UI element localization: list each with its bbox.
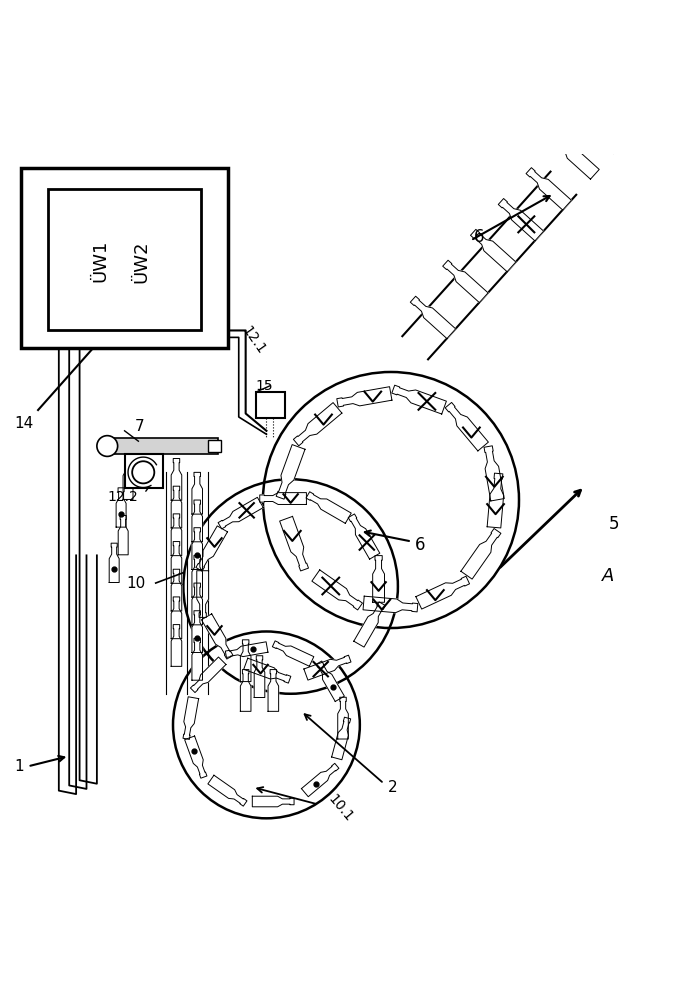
Polygon shape	[526, 168, 572, 210]
Text: 6: 6	[415, 536, 426, 554]
Polygon shape	[171, 486, 182, 528]
Bar	[256, 392, 285, 418]
Polygon shape	[192, 472, 203, 514]
Text: 10.1: 10.1	[325, 792, 356, 824]
Polygon shape	[192, 638, 203, 680]
Polygon shape	[354, 602, 385, 647]
Bar	[107, 438, 218, 454]
Polygon shape	[116, 488, 126, 527]
Circle shape	[132, 461, 154, 483]
Polygon shape	[280, 516, 309, 571]
Text: 7: 7	[135, 419, 145, 434]
Polygon shape	[253, 796, 294, 807]
Polygon shape	[410, 296, 456, 339]
Text: 12.1: 12.1	[239, 324, 268, 358]
Text: A: A	[602, 567, 614, 585]
Polygon shape	[392, 385, 446, 414]
Polygon shape	[118, 516, 128, 555]
Text: 2: 2	[388, 780, 397, 795]
Polygon shape	[293, 403, 342, 446]
Bar	[125, 454, 163, 488]
Polygon shape	[577, 111, 622, 153]
Polygon shape	[244, 658, 291, 683]
Text: 6: 6	[474, 228, 484, 246]
Polygon shape	[171, 569, 182, 611]
Polygon shape	[316, 661, 345, 701]
Polygon shape	[208, 775, 247, 806]
Polygon shape	[240, 640, 251, 682]
Polygon shape	[443, 260, 488, 303]
Polygon shape	[273, 641, 314, 666]
Polygon shape	[192, 583, 203, 625]
Polygon shape	[192, 528, 203, 569]
Polygon shape	[445, 402, 489, 451]
Text: 1: 1	[14, 759, 24, 774]
Polygon shape	[226, 642, 268, 657]
Polygon shape	[254, 656, 265, 697]
Polygon shape	[331, 717, 351, 760]
Polygon shape	[487, 473, 504, 528]
Polygon shape	[171, 625, 182, 666]
Polygon shape	[192, 555, 203, 597]
Polygon shape	[554, 137, 599, 179]
Polygon shape	[498, 199, 544, 241]
Polygon shape	[348, 514, 380, 559]
Polygon shape	[304, 655, 351, 680]
Polygon shape	[276, 445, 305, 499]
Polygon shape	[171, 514, 182, 556]
Bar	[21, 168, 228, 348]
Bar	[48, 189, 201, 330]
Text: 10: 10	[126, 576, 145, 591]
Polygon shape	[192, 500, 203, 542]
Polygon shape	[337, 387, 392, 407]
Polygon shape	[218, 497, 263, 529]
Polygon shape	[171, 542, 182, 583]
Polygon shape	[196, 526, 228, 571]
Polygon shape	[461, 529, 501, 579]
Text: 14: 14	[14, 416, 33, 431]
Text: 12.2: 12.2	[107, 490, 138, 504]
Polygon shape	[192, 611, 203, 653]
Polygon shape	[240, 670, 251, 711]
Text: ÜW1: ÜW1	[91, 240, 109, 282]
Polygon shape	[363, 596, 418, 613]
Polygon shape	[185, 736, 207, 778]
Polygon shape	[302, 763, 339, 797]
Polygon shape	[338, 697, 348, 739]
Polygon shape	[109, 543, 119, 582]
Polygon shape	[416, 576, 470, 609]
Polygon shape	[183, 697, 199, 739]
Polygon shape	[268, 670, 279, 711]
Polygon shape	[171, 459, 182, 500]
Polygon shape	[373, 556, 385, 602]
Polygon shape	[171, 597, 182, 639]
Polygon shape	[484, 446, 504, 501]
Polygon shape	[201, 614, 233, 659]
Polygon shape	[306, 492, 352, 523]
Polygon shape	[260, 493, 307, 504]
Polygon shape	[190, 657, 226, 693]
Polygon shape	[312, 570, 363, 610]
Text: 5: 5	[609, 515, 619, 533]
Polygon shape	[123, 460, 133, 499]
Circle shape	[97, 436, 118, 456]
Polygon shape	[197, 571, 208, 617]
Polygon shape	[471, 229, 516, 272]
Text: ÜW2: ÜW2	[133, 240, 151, 283]
Bar	[208, 440, 221, 452]
Text: 15: 15	[256, 379, 273, 393]
